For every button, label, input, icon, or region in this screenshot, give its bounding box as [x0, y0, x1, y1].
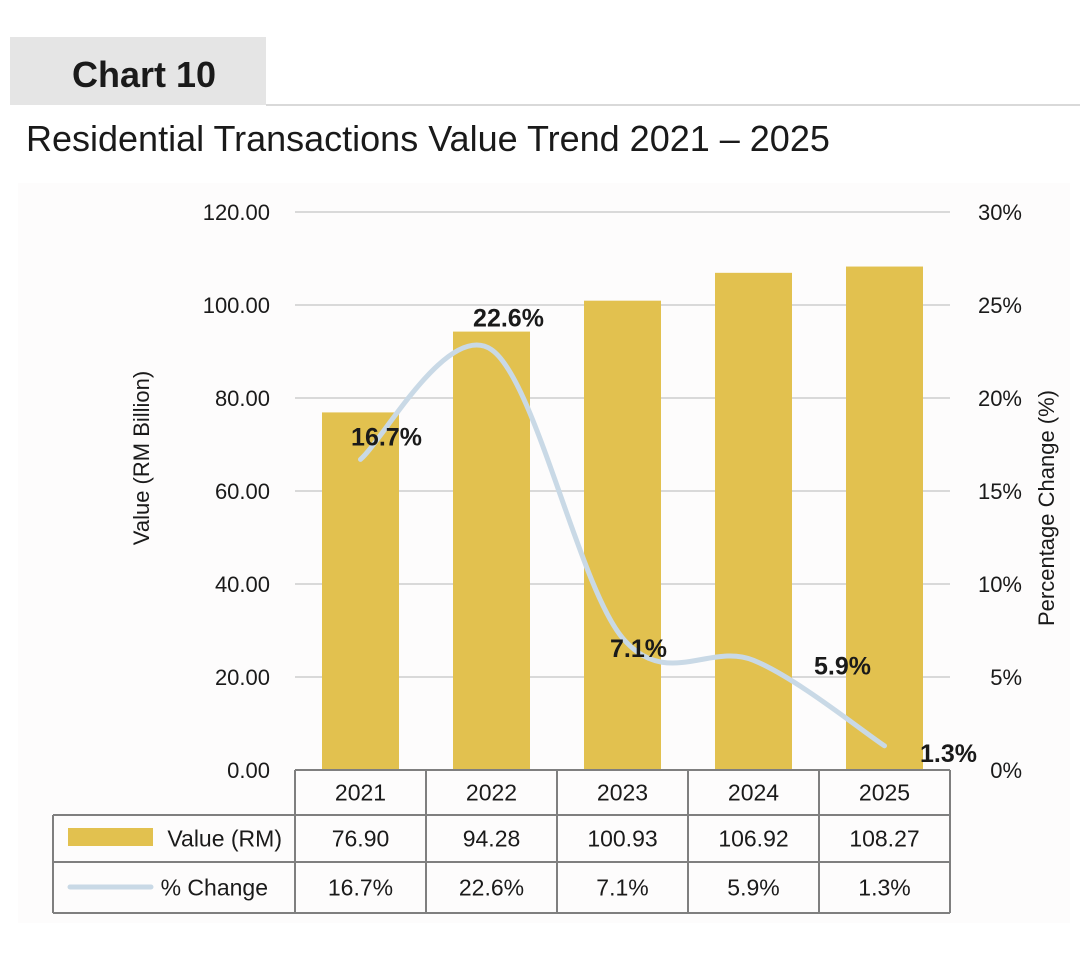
- table-year-2024: 2024: [728, 780, 779, 806]
- percent-label-2022: 22.6%: [473, 305, 544, 333]
- y-tick-label: 120.00: [203, 200, 270, 225]
- bar-2021: [322, 412, 399, 770]
- chart-title: Residential Transactions Value Trend 202…: [26, 118, 830, 159]
- table-value-2023: 100.93: [587, 826, 657, 852]
- table-value-2024: 106.92: [718, 826, 788, 852]
- table-change-2021: 16.7%: [328, 875, 393, 901]
- bar-2024: [715, 272, 792, 770]
- y2-tick-label: 10%: [978, 572, 1022, 597]
- percent-label-2021: 16.7%: [351, 423, 422, 451]
- table-year-2025: 2025: [859, 780, 910, 806]
- percent-label-2023: 7.1%: [610, 635, 667, 663]
- table-change-2024: 5.9%: [727, 875, 779, 901]
- legend-swatch-value: [68, 828, 153, 846]
- bar-2025: [846, 266, 923, 770]
- percent-change-line: [358, 342, 887, 749]
- y-axis-title: Value (RM Billion): [129, 371, 154, 545]
- table-year-2022: 2022: [466, 780, 517, 806]
- table-row-label-change: % Change: [161, 875, 268, 901]
- y2-tick-label: 25%: [978, 293, 1022, 318]
- y-tick-label: 100.00: [203, 293, 270, 318]
- y2-tick-label: 15%: [978, 479, 1022, 504]
- table-change-2025: 1.3%: [858, 875, 910, 901]
- percent-label-2024: 5.9%: [814, 652, 871, 680]
- y-tick-label: 20.00: [215, 665, 270, 690]
- table-change-2022: 22.6%: [459, 875, 524, 901]
- y-tick-label: 60.00: [215, 479, 270, 504]
- y2-axis-title: Percentage Change (%): [1034, 390, 1059, 626]
- table-value-2021: 76.90: [332, 826, 390, 852]
- y-tick-label: 40.00: [215, 572, 270, 597]
- percent-label-2025: 1.3%: [920, 740, 977, 768]
- table-value-2025: 108.27: [849, 826, 919, 852]
- chart-number-tab: Chart 10: [10, 37, 266, 105]
- data-labels: 16.7% 22.6% 7.1% 5.9% 1.3%: [351, 305, 977, 768]
- y-tick-label: 80.00: [215, 386, 270, 411]
- table-change-2023: 7.1%: [596, 875, 648, 901]
- bar-2023: [584, 300, 661, 770]
- data-table: 2021 2022 2023 2024 2025 Value (RM) % Change 76…: [52, 769, 951, 914]
- y2-tick-label: 5%: [990, 665, 1022, 690]
- table-value-2022: 94.28: [463, 826, 521, 852]
- y2-tick-label: 30%: [978, 200, 1022, 225]
- table-row-label-value: Value (RM): [167, 826, 282, 852]
- y-tick-label: 0.00: [227, 758, 270, 783]
- y2-tick-label: 0%: [990, 758, 1022, 783]
- bar-2022: [453, 331, 530, 770]
- header-divider: [266, 104, 1080, 106]
- bars: [322, 266, 923, 770]
- table-year-2023: 2023: [597, 780, 648, 806]
- percent-change-line-layer: [358, 342, 887, 749]
- axes: Value (RM Billion) Percentage Change (%)…: [129, 200, 1059, 783]
- chart-number-label: Chart 10: [72, 54, 217, 95]
- table-year-2021: 2021: [335, 780, 386, 806]
- y2-tick-label: 20%: [978, 386, 1022, 411]
